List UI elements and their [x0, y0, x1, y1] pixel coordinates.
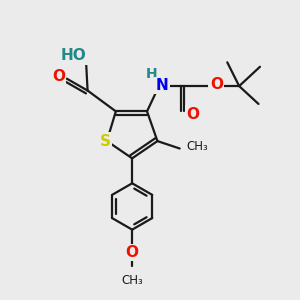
Text: O: O: [210, 77, 223, 92]
Text: O: O: [52, 69, 65, 84]
Text: N: N: [155, 78, 168, 93]
Text: HO: HO: [61, 48, 86, 63]
Text: O: O: [187, 107, 200, 122]
Text: H: H: [146, 67, 157, 81]
Text: O: O: [126, 245, 139, 260]
Text: CH₃: CH₃: [121, 274, 143, 287]
Text: S: S: [100, 134, 111, 148]
Text: CH₃: CH₃: [186, 140, 208, 153]
